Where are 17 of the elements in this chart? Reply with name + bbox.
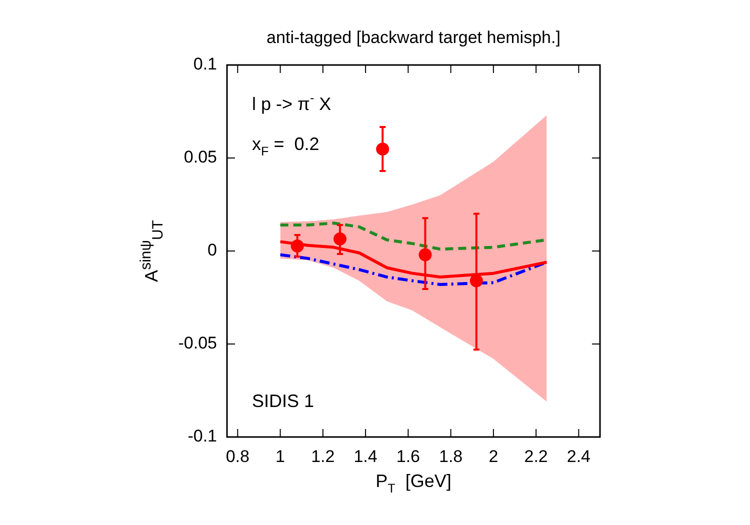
x-tick-label: 1.2 [311,446,335,466]
x-tick-label: 1.6 [396,446,420,466]
x-tick-label: 2.4 [566,446,591,466]
x-tick-label: 2.2 [524,446,548,466]
y-tick-label: -0.05 [178,334,217,353]
annotation: SIDIS 1 [252,391,314,411]
x-tick-label: 0.8 [226,446,250,466]
x-tick-label: 1 [276,446,286,466]
x-tick-label: 2 [488,446,498,466]
x-tick-label: 1.4 [354,446,378,466]
annotation: l p -> π- X [252,90,332,114]
x-tick-label: 1.8 [438,446,463,466]
y-tick-label: -0.1 [188,426,217,446]
y-tick-label: 0.1 [193,54,217,74]
y-tick-label: 0.05 [184,148,217,167]
y-tick-label: 0 [208,240,217,260]
chart-title: anti-tagged [backward target hemisph.] [266,28,560,47]
